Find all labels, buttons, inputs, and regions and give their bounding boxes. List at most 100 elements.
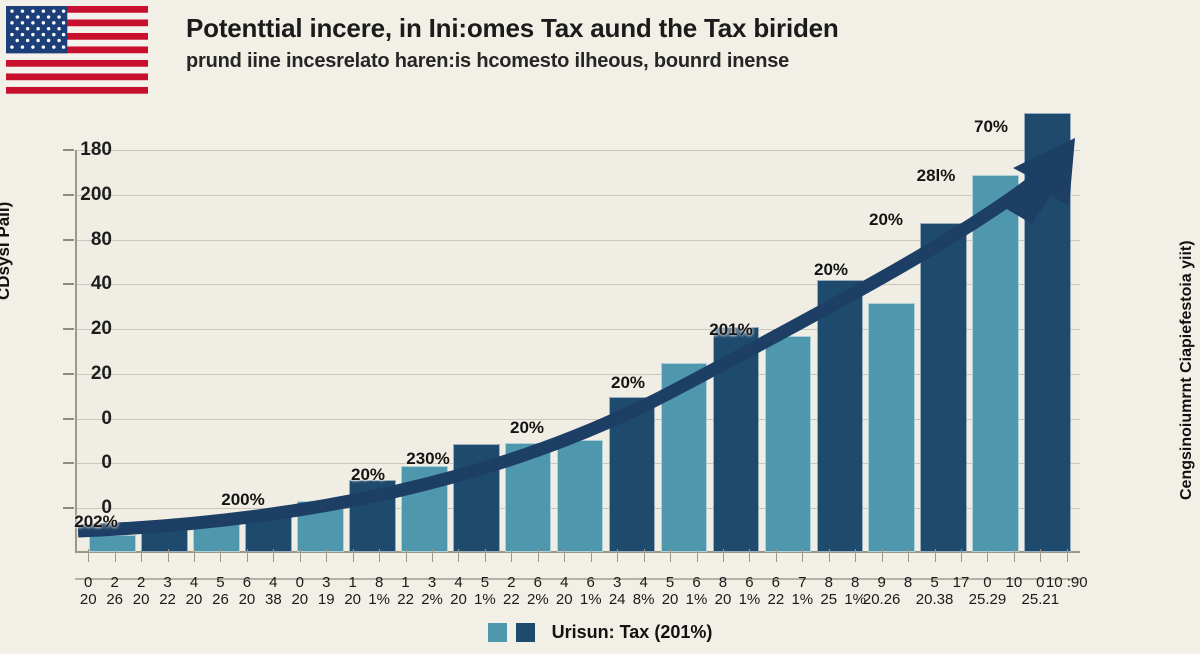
us-flag-icon (6, 6, 148, 94)
x-axis-tick-mark (1066, 549, 1068, 562)
bar[interactable] (556, 440, 604, 552)
y-axis-line (75, 150, 77, 552)
x-axis-tick-label: 1 22 (397, 574, 414, 608)
x-axis-tick-label: 3 22 (159, 574, 176, 608)
x-axis-tick-mark (141, 549, 143, 562)
y-axis-tick-label: 20 (90, 363, 112, 384)
bar[interactable] (868, 303, 916, 552)
x-axis-tick-label: 10 :90 (1045, 574, 1088, 591)
x-axis-tick-mark (379, 549, 381, 562)
bar[interactable] (712, 327, 760, 552)
y-axis-tick-mark (63, 418, 74, 420)
bar[interactable] (764, 336, 812, 552)
x-axis-tick-label: 4 20 (185, 574, 203, 608)
x-axis-tick-label: 3 19 (317, 574, 335, 608)
x-axis-tick-label: 7 1% (791, 574, 814, 608)
bar[interactable] (192, 523, 240, 552)
x-axis-tick-label: 0 25.21 (1021, 574, 1060, 608)
bar[interactable] (348, 480, 396, 552)
y-axis-tick-label: 200 (80, 184, 112, 205)
y-axis-tick-label: 0 (101, 452, 112, 473)
legend-label: Urisun: Tax (201%) (551, 622, 713, 642)
x-axis-tick-mark (881, 549, 883, 562)
x-axis-tick-mark (273, 549, 275, 562)
x-axis-tick-mark (828, 549, 830, 562)
x-axis-tick-mark (405, 549, 407, 562)
bar[interactable] (89, 535, 136, 552)
x-axis-tick-mark (246, 549, 248, 562)
x-axis-tick-label: 6 1% (579, 574, 602, 608)
bar[interactable] (972, 175, 1020, 552)
x-axis-tick-label: 8 (903, 574, 913, 591)
x-axis-tick-mark (934, 549, 936, 562)
y-axis-tick-mark (63, 239, 74, 241)
y-axis-tick-mark (63, 194, 74, 196)
y-axis-tick-label: 20 (90, 318, 112, 339)
y-axis-label-right: Cengsinoiumrnt Ciapiefestoia yiit) (1178, 240, 1195, 500)
x-axis-tick-label: 6 2% (526, 574, 549, 608)
bar[interactable] (816, 280, 864, 552)
bar[interactable] (504, 443, 552, 552)
y-axis-tick-mark (63, 462, 74, 464)
y-axis-tick-label: 80 (90, 229, 112, 250)
x-axis-tick-label: 8 1% (844, 574, 867, 608)
x-axis-tick-mark (855, 549, 857, 562)
x-axis-tick-mark (564, 549, 566, 562)
x-axis-tick-mark (590, 549, 592, 562)
x-axis-tick-label: 2 22 (503, 574, 520, 608)
y-axis-tick-mark (63, 328, 74, 330)
x-axis-tick-label: 6 1% (685, 574, 708, 608)
x-axis-tick-mark (670, 549, 672, 562)
x-axis-tick-mark (617, 549, 619, 562)
x-axis-tick-label: 2 26 (106, 574, 123, 608)
bar-value-label: 20% (868, 210, 904, 229)
gridline (75, 195, 1080, 196)
bar[interactable] (660, 363, 708, 552)
x-axis-tick-label: 2 20 (132, 574, 150, 608)
x-axis-tick-label: 5 1% (474, 574, 496, 608)
x-axis-tick-label: 5 20 (661, 574, 679, 608)
x-axis-tick-label: 3 2% (421, 574, 443, 608)
title-block: Potenttial incere, in Ini:omes Tax aund … (186, 14, 1086, 73)
x-axis-tick-mark (194, 549, 195, 562)
bar[interactable] (1024, 113, 1072, 552)
x-axis-tick-mark (749, 549, 751, 562)
page-title: Potenttial incere, in Ini:omes Tax aund … (186, 13, 839, 43)
y-axis-tick-label: 0 (101, 408, 112, 429)
y-axis-tick-mark (63, 373, 74, 375)
x-axis-tick-mark (1040, 549, 1042, 562)
x-axis-tick-mark (299, 549, 301, 562)
plot-area: 202% 200% 20% 230% 20% 20% 201% 20% 20% 28l% 70% (74, 113, 1080, 580)
x-axis-tick-mark (88, 549, 90, 562)
x-axis-tick-label: 4 20 (450, 574, 467, 608)
x-axis-tick-label: 17 (952, 574, 970, 591)
x-axis-tick-mark (1013, 549, 1015, 562)
x-axis-tick-label: 3 24 (608, 574, 626, 608)
x-axis-tick-label: 8 20 (714, 574, 732, 608)
gridline (75, 150, 1080, 151)
bar[interactable] (920, 223, 968, 552)
bar-value-label: 20% (813, 260, 849, 279)
y-axis-tick-label: 40 (90, 273, 112, 294)
y-axis-tick-mark (63, 149, 74, 151)
x-axis-tick-mark (458, 549, 460, 562)
x-axis-tick-label: 5 20.38 (915, 574, 954, 608)
bar[interactable] (244, 515, 292, 552)
x-axis-tick-label: 8 25 (820, 574, 838, 608)
bar[interactable] (608, 397, 656, 552)
bar[interactable] (140, 523, 188, 552)
bar[interactable] (452, 444, 500, 552)
x-axis-tick-mark (908, 549, 910, 562)
bar[interactable] (296, 501, 344, 552)
x-axis-tick-label: 6 20 (238, 574, 256, 608)
y-axis-tick-label: 0 (101, 497, 112, 518)
bar[interactable] (400, 466, 448, 552)
x-axis-tick-mark (432, 549, 434, 562)
x-axis-ticks: 0 20 2 26 2 20 3 22 4 20 5 26 6 20 4 38 0 20 3 19 1 20 8 1% 1 22 3… (75, 549, 1088, 617)
x-axis-tick-label: 10 (1005, 574, 1023, 591)
legend-swatch-light (487, 623, 507, 642)
x-axis-tick-mark (484, 549, 486, 562)
x-axis-tick-mark (960, 549, 962, 562)
y-axis-label-left: CDsysI PaIl) (0, 201, 13, 300)
